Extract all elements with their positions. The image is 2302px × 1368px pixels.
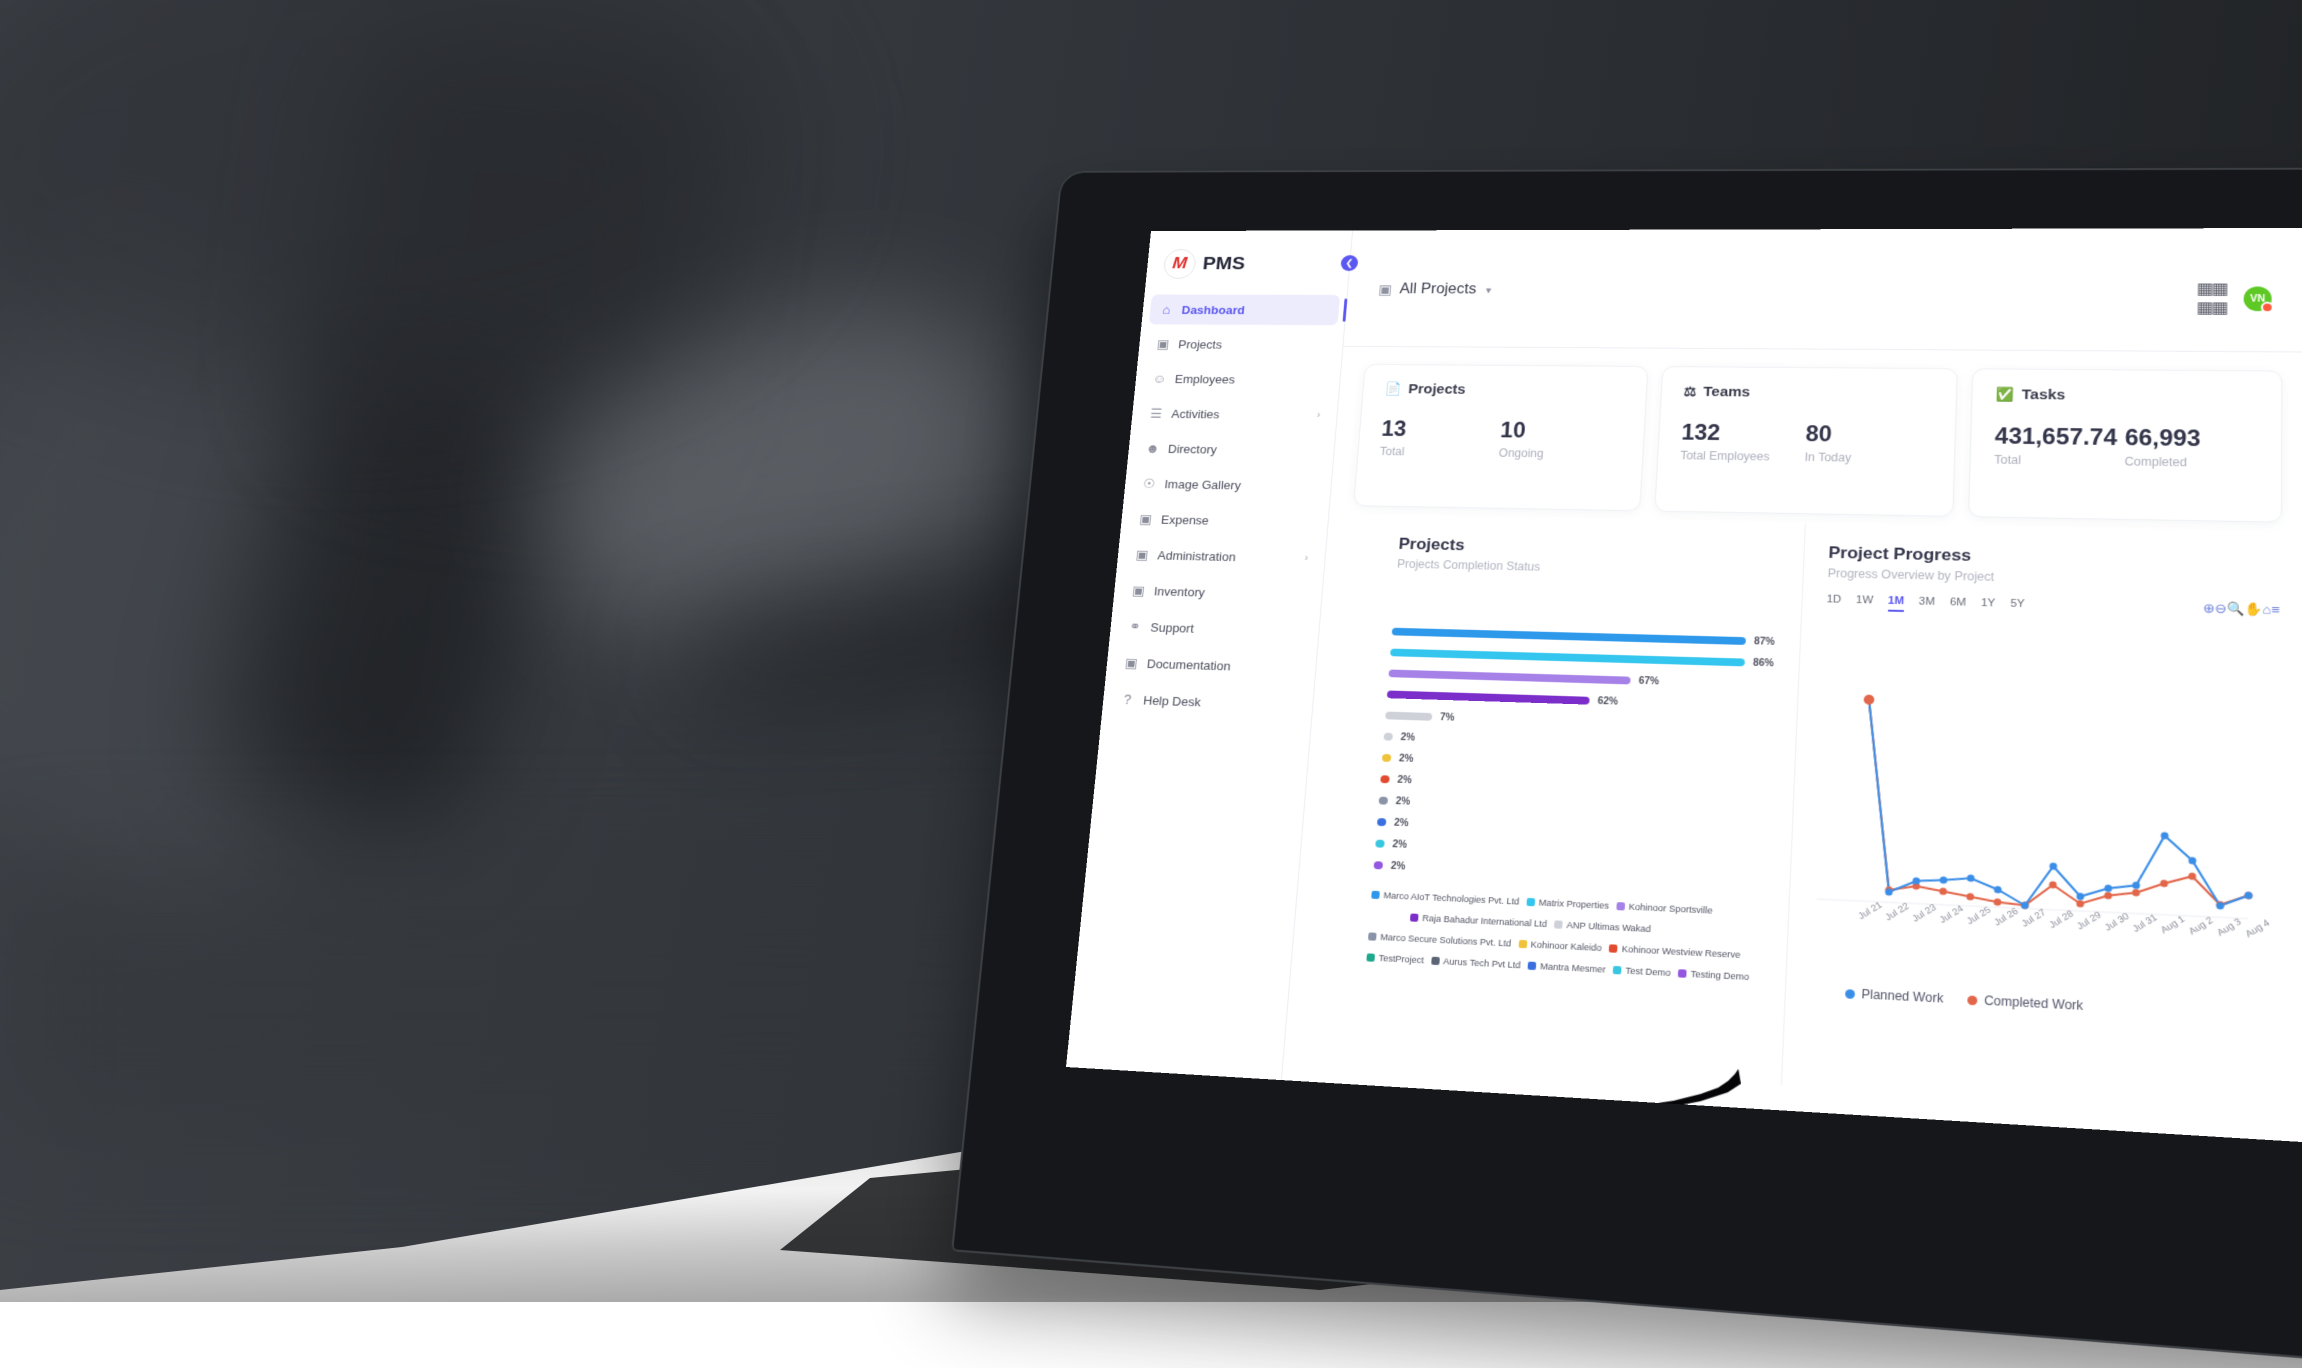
svg-text:Jul 23: Jul 23 [1910, 902, 1938, 924]
svg-text:Aug 3: Aug 3 [2215, 916, 2244, 939]
svg-text:Aug 2: Aug 2 [2186, 914, 2215, 937]
svg-text:Jul 29: Jul 29 [2075, 909, 2104, 932]
svg-text:Jul 21: Jul 21 [1856, 899, 1884, 921]
svg-text:Jul 26: Jul 26 [1992, 905, 2020, 928]
svg-text:Jul 28: Jul 28 [2047, 908, 2076, 931]
svg-text:Jul 30: Jul 30 [2102, 910, 2131, 933]
svg-text:Aug 4: Aug 4 [2243, 917, 2273, 940]
svg-text:Aug 1: Aug 1 [2158, 913, 2186, 936]
svg-text:Jul 27: Jul 27 [2019, 907, 2047, 930]
svg-text:Jul 22: Jul 22 [1883, 900, 1911, 922]
svg-text:Jul 31: Jul 31 [2130, 912, 2159, 935]
svg-text:Jul 25: Jul 25 [1965, 904, 1993, 927]
